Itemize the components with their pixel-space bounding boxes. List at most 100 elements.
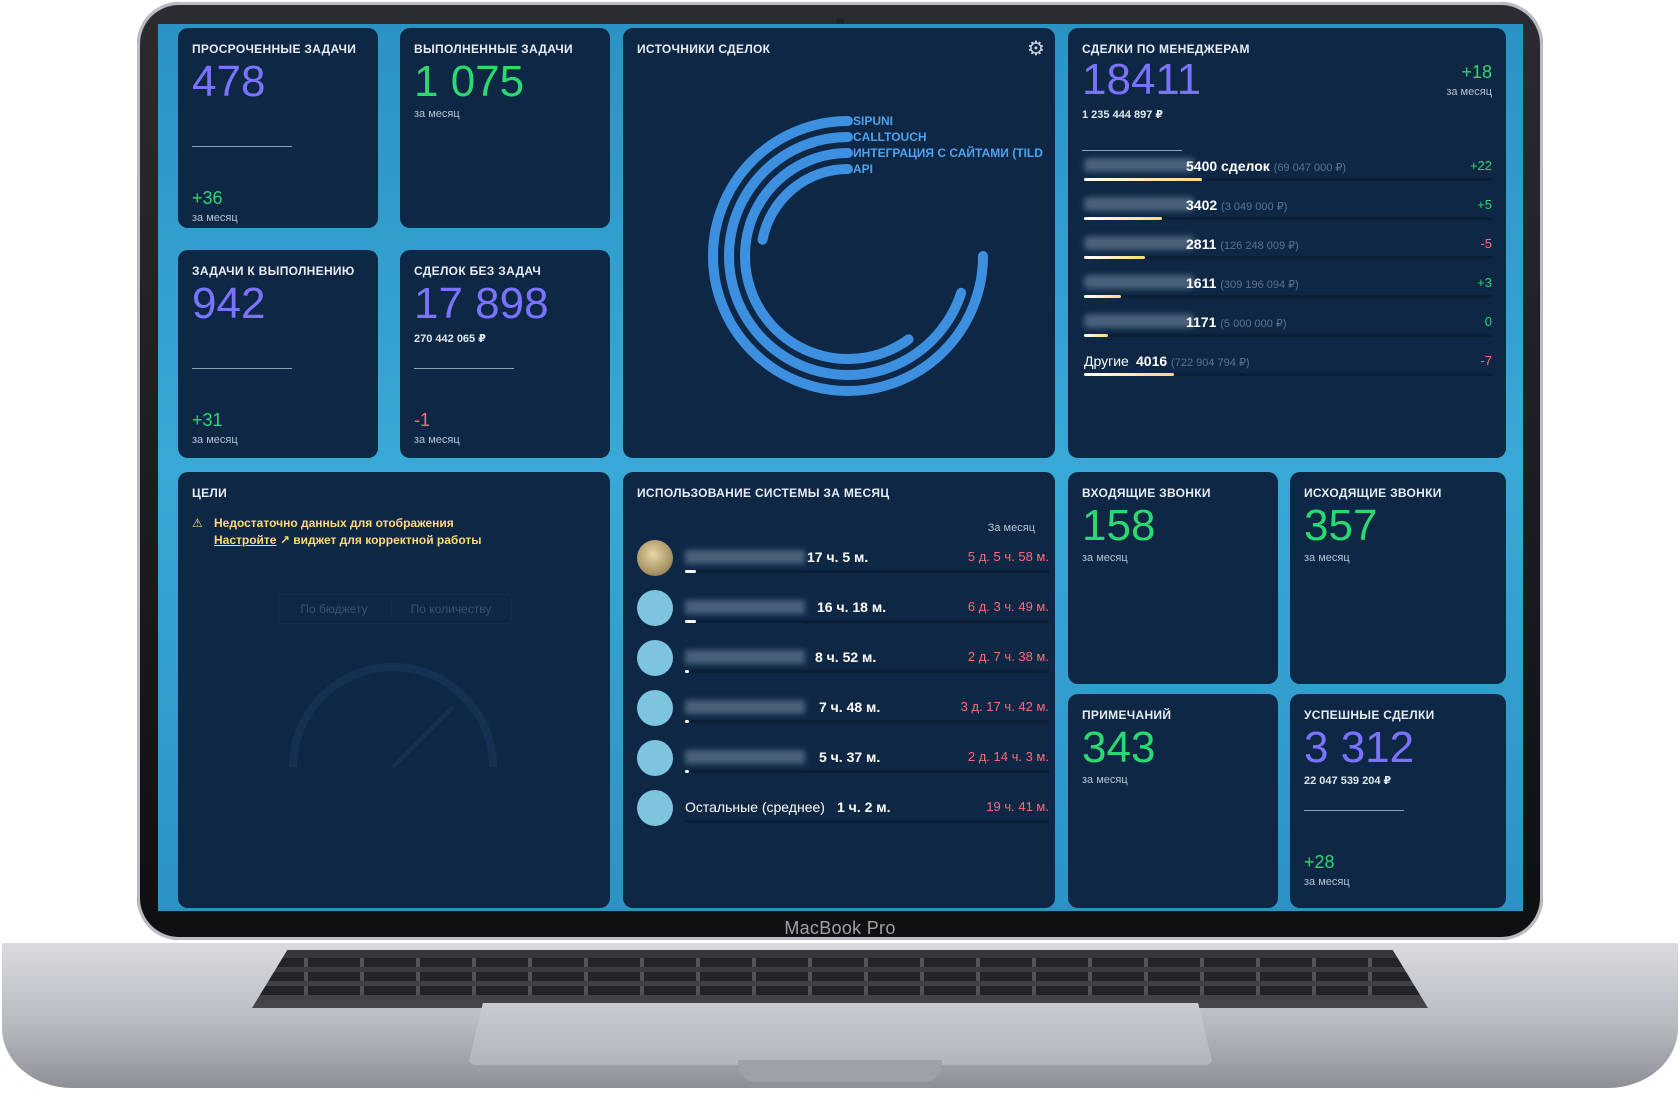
usage-time: 5 ч. 37 м. [819,749,881,765]
usage-row[interactable]: 17 ч. 5 м. 5 д. 5 ч. 58 м. [637,540,1049,584]
manager-delta: +3 [1477,275,1492,290]
manager-delta: -5 [1480,236,1492,251]
usage-bar [685,770,689,773]
card-notes[interactable]: ПРИМЕЧАНИЙ 343 за месяц [1068,694,1278,908]
card-title: ВХОДЯЩИЕ ЗВОНКИ [1082,486,1211,500]
manager-count-value: 1611 [1186,275,1217,291]
todo-period: за месяц [192,434,238,446]
manager-amount: (69 047 000 ₽) [1273,162,1347,174]
avatar [637,790,673,826]
no-tasks-value: 17 898 [414,279,549,328]
card-todo-tasks[interactable]: ЗАДАЧИ К ВЫПОЛНЕНИЮ 942 +31 за месяц [178,250,378,458]
usage-bar-track [685,770,1049,773]
manager-count: 1611 (309 196 094 ₽) [1186,275,1299,291]
manager-count-value: 4016 [1136,353,1168,369]
manager-bar [1084,373,1174,376]
usage-row[interactable]: 16 ч. 18 м. 6 д. 3 ч. 49 м. [637,590,1049,634]
manager-row[interactable]: 3402 (3 049 000 ₽) +5 [1084,197,1492,237]
manager-count: 1171 (5 000 000 ₽) [1186,314,1287,330]
usage-user-name-blurred [685,750,805,764]
manager-name: Другие [1084,353,1129,369]
manager-row[interactable]: 2811 (126 248 009 ₽) -5 [1084,236,1492,276]
manager-bar-track [1084,334,1492,337]
manager-bar [1084,295,1121,298]
card-deal-sources[interactable]: ИСТОЧНИКИ СДЕЛОК ⚙ SIPUNI CALLTOUCH ИНТЕГР… [623,28,1055,458]
card-deals-without-tasks[interactable]: СДЕЛОК БЕЗ ЗАДАЧ 17 898 270 442 065 ₽ -1… [400,250,610,458]
divider [192,146,292,147]
usage-row[interactable]: 5 ч. 37 м. 2 д. 14 ч. 3 м. [637,740,1049,784]
usage-total: 6 д. 3 ч. 49 м. [967,599,1049,614]
no-tasks-period: за месяц [414,434,460,446]
todo-delta: +31 [192,410,223,430]
usage-row[interactable]: 7 ч. 48 м. 3 д. 17 ч. 42 м. [637,690,1049,734]
warning-icon: ⚠ [192,516,203,530]
card-done-tasks[interactable]: ВЫПОЛНЕННЫЕ ЗАДАЧИ 1 075 за месяц [400,28,610,228]
notes-period: за месяц [1082,774,1128,786]
avatar [637,590,673,626]
card-outgoing-calls[interactable]: ИСХОДЯЩИЕ ЗВОНКИ 357 за месяц [1290,472,1506,684]
goals-warning: Недостаточно данных для отображения [214,516,454,530]
card-system-usage[interactable]: ИСПОЛЬЗОВАНИЕ СИСТЕМЫ ЗА МЕСЯЦ За месяц … [623,472,1055,908]
manager-name-blurred [1084,236,1194,250]
source-arc[interactable] [757,164,853,245]
manager-bar-track [1084,256,1492,259]
manager-bar [1084,334,1109,337]
usage-total: 2 д. 14 ч. 3 м. [967,749,1049,764]
manager-delta: +5 [1477,197,1492,212]
source-arc[interactable] [740,148,914,364]
card-goals[interactable]: ЦЕЛИ ⚠ Недостаточно данных для отображен… [178,472,610,908]
card-title: СДЕЛКИ ПО МЕНЕДЖЕРАМ [1082,42,1250,56]
dashboard-screen: ПРОСРОЧЕННЫЕ ЗАДАЧИ 478 +36 за месяц ВЫП… [158,24,1523,911]
done-value: 1 075 [414,57,525,106]
configure-link[interactable]: Настройте [214,533,277,547]
tab-count[interactable]: По количеству [391,602,510,616]
success-value: 3 312 [1304,723,1415,772]
manager-bar [1084,217,1162,220]
card-title: ЗАДАЧИ К ВЫПОЛНЕНИЮ [192,264,355,278]
divider [414,368,514,369]
outgoing-value: 357 [1304,501,1378,550]
managers-period: за месяц [1446,86,1492,98]
manager-bar-track [1084,217,1492,220]
manager-delta: -7 [1480,353,1492,368]
card-successful-deals[interactable]: УСПЕШНЫЕ СДЕЛКИ 3 312 22 047 539 204 ₽ +… [1290,694,1506,908]
source-arc[interactable] [708,116,988,396]
manager-row[interactable]: 1171 (5 000 000 ₽) 0 [1084,314,1492,354]
source-arc[interactable] [724,132,967,380]
manager-count-value: 2811 [1186,236,1217,252]
card-incoming-calls[interactable]: ВХОДЯЩИЕ ЗВОНКИ 158 за месяц [1068,472,1278,684]
usage-time: 16 ч. 18 м. [817,599,887,615]
usage-row[interactable]: Остальные (среднее) 1 ч. 2 м. 19 ч. 41 м. [637,790,1049,834]
overdue-value: 478 [192,57,266,106]
goals-hint-suffix: виджет для корректной работы [293,533,482,547]
card-title: ИСТОЧНИКИ СДЕЛОК [637,42,771,56]
no-tasks-sum: 270 442 065 ₽ [414,333,486,345]
manager-name-blurred [1084,314,1194,328]
tab-budget[interactable]: По бюджету [300,602,368,616]
source-label: SIPUNI [853,114,893,128]
usage-time: 8 ч. 52 м. [815,649,877,665]
card-title: ИСХОДЯЩИЕ ЗВОНКИ [1304,486,1442,500]
manager-row[interactable]: Другие 4016 (722 904 794 ₽) -7 [1084,353,1492,393]
device-brand: MacBook Pro [784,918,896,938]
avatar [637,640,673,676]
card-title: ВЫПОЛНЕННЫЕ ЗАДАЧИ [414,42,573,56]
manager-count: 4016 (722 904 794 ₽) [1136,353,1250,369]
manager-row[interactable]: 1611 (309 196 094 ₽) +3 [1084,275,1492,315]
source-label: CALLTOUCH [853,130,927,144]
avatar [637,740,673,776]
divider [1082,150,1182,151]
manager-name-blurred [1084,158,1194,172]
manager-count: 3402 (3 049 000 ₽) [1186,197,1287,213]
card-overdue-tasks[interactable]: ПРОСРОЧЕННЫЕ ЗАДАЧИ 478 +36 за месяц [178,28,378,228]
manager-row[interactable]: 5400 сделок (69 047 000 ₽) +22 [1084,158,1492,198]
gear-icon[interactable]: ⚙ [1027,38,1045,60]
manager-delta: +22 [1469,158,1492,173]
usage-time: 17 ч. 5 м. [807,549,869,565]
manager-count: 2811 (126 248 009 ₽) [1186,236,1299,252]
usage-row[interactable]: 8 ч. 52 м. 2 д. 7 ч. 38 м. [637,640,1049,684]
usage-bar-track [685,620,1049,623]
card-title: ЦЕЛИ [192,486,228,500]
card-managers[interactable]: СДЕЛКИ ПО МЕНЕДЖЕРАМ 18411 1 235 444 897… [1068,28,1506,458]
